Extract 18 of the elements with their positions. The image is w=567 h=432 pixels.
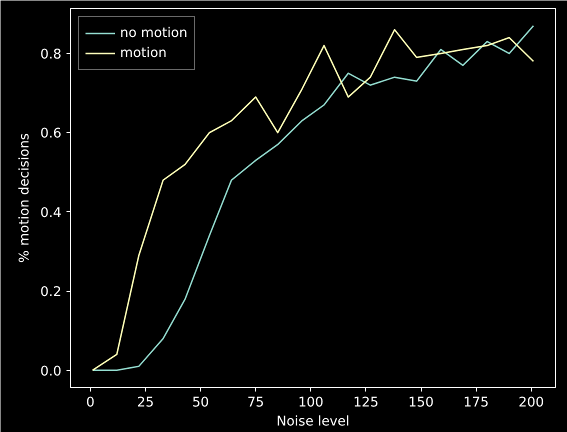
legend-label: motion [120,46,167,60]
x-tick-label: 25 [136,396,154,410]
y-tick-label: 0.0 [40,364,62,380]
y-tick-label: 0.8 [40,47,62,62]
x-axis-title: Noise level [276,414,350,430]
x-tick-label: 100 [298,396,324,410]
x-tick-label: 0 [86,396,95,410]
x-tick-label: 200 [518,396,544,410]
x-tick-label: 175 [463,396,489,410]
x-tick-label: 125 [353,396,379,410]
y-axis-title: % motion decisions [17,133,32,263]
y-tick-label: 0.6 [40,126,62,142]
x-tick-label: 50 [192,396,210,410]
legend-label: no motion [120,26,188,40]
x-tick-label: 150 [408,396,434,410]
y-tick-label: 0.4 [40,206,62,221]
y-tick-label: 0.2 [40,285,62,300]
x-tick-label: 75 [247,396,264,410]
